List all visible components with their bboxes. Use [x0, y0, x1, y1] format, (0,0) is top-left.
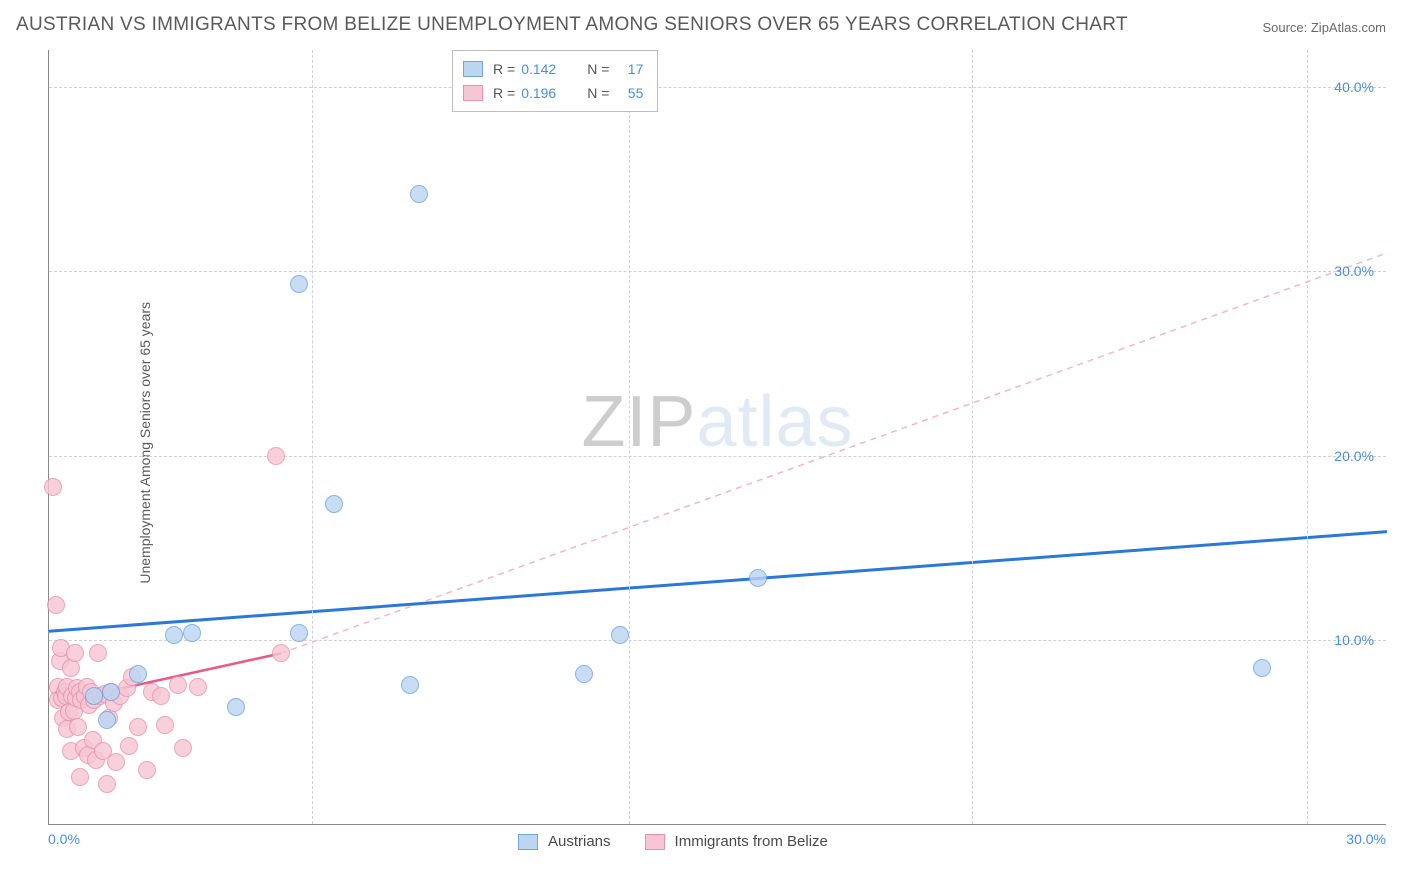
chart-container: AUSTRIAN VS IMMIGRANTS FROM BELIZE UNEMP…: [0, 0, 1406, 892]
gridline-vertical: [1307, 50, 1308, 824]
data-point: [69, 718, 87, 736]
data-point: [71, 768, 89, 786]
legend-swatch: [645, 834, 665, 850]
x-tick-label: 30.0%: [1346, 831, 1386, 847]
data-point: [129, 665, 147, 683]
gridline-horizontal: [49, 87, 1386, 88]
data-point: [1253, 659, 1271, 677]
legend-r-value: 0.142: [521, 61, 569, 77]
gridline-horizontal: [49, 456, 1386, 457]
legend-n-label: N =: [587, 85, 609, 101]
legend-swatch: [463, 85, 483, 101]
data-point: [66, 644, 84, 662]
legend-series-label: Immigrants from Belize: [675, 833, 828, 850]
trend-lines-layer: [49, 50, 1386, 824]
legend-n-value: 55: [615, 85, 643, 101]
data-point: [575, 665, 593, 683]
data-point: [102, 683, 120, 701]
gridline-horizontal: [49, 271, 1386, 272]
gridline-horizontal: [49, 640, 1386, 641]
chart-title: AUSTRIAN VS IMMIGRANTS FROM BELIZE UNEMP…: [16, 14, 1128, 36]
y-tick-label: 30.0%: [1334, 263, 1374, 279]
watermark-part1: ZIP: [581, 382, 696, 462]
data-point: [611, 626, 629, 644]
data-point: [98, 775, 116, 793]
watermark: ZIPatlas: [581, 381, 853, 463]
data-point: [98, 711, 116, 729]
legend-r-label: R =: [493, 61, 515, 77]
source-label: Source: ZipAtlas.com: [1262, 20, 1386, 35]
y-tick-label: 10.0%: [1334, 632, 1374, 648]
legend-n-label: N =: [587, 61, 609, 77]
data-point: [401, 676, 419, 694]
stats-legend: R = 0.142 N = 17 R = 0.196 N = 55: [452, 50, 658, 112]
legend-series-label: Austrians: [548, 833, 611, 850]
data-point: [272, 644, 290, 662]
plot-area: ZIPatlas 10.0% 20.0% 30.0% 40.0%: [48, 50, 1386, 825]
stats-legend-row: R = 0.196 N = 55: [463, 81, 643, 105]
legend-n-value: 17: [615, 61, 643, 77]
gridline-vertical: [629, 50, 630, 824]
data-point: [89, 644, 107, 662]
data-point: [267, 447, 285, 465]
y-tick-label: 40.0%: [1334, 79, 1374, 95]
data-point: [227, 698, 245, 716]
data-point: [174, 739, 192, 757]
data-point: [107, 753, 125, 771]
data-point: [325, 495, 343, 513]
watermark-part2: atlas: [696, 382, 853, 462]
stats-legend-row: R = 0.142 N = 17: [463, 57, 643, 81]
data-point: [120, 737, 138, 755]
data-point: [129, 718, 147, 736]
x-tick-label: 0.0%: [48, 831, 80, 847]
data-point: [156, 716, 174, 734]
data-point: [138, 761, 156, 779]
legend-swatch: [463, 61, 483, 77]
data-point: [169, 676, 187, 694]
legend-r-label: R =: [493, 85, 515, 101]
data-point: [749, 569, 767, 587]
data-point: [85, 687, 103, 705]
data-point: [152, 687, 170, 705]
data-point: [410, 185, 428, 203]
gridline-vertical: [972, 50, 973, 824]
bottom-legend: Austrians Immigrants from Belize: [518, 833, 828, 850]
data-point: [290, 275, 308, 293]
data-point: [44, 478, 62, 496]
trend-line: [49, 532, 1387, 632]
data-point: [290, 624, 308, 642]
data-point: [189, 678, 207, 696]
gridline-vertical: [312, 50, 313, 824]
legend-swatch: [518, 834, 538, 850]
legend-r-value: 0.196: [521, 85, 569, 101]
trend-line: [281, 253, 1387, 653]
data-point: [183, 624, 201, 642]
data-point: [47, 596, 65, 614]
y-tick-label: 20.0%: [1334, 448, 1374, 464]
data-point: [165, 626, 183, 644]
